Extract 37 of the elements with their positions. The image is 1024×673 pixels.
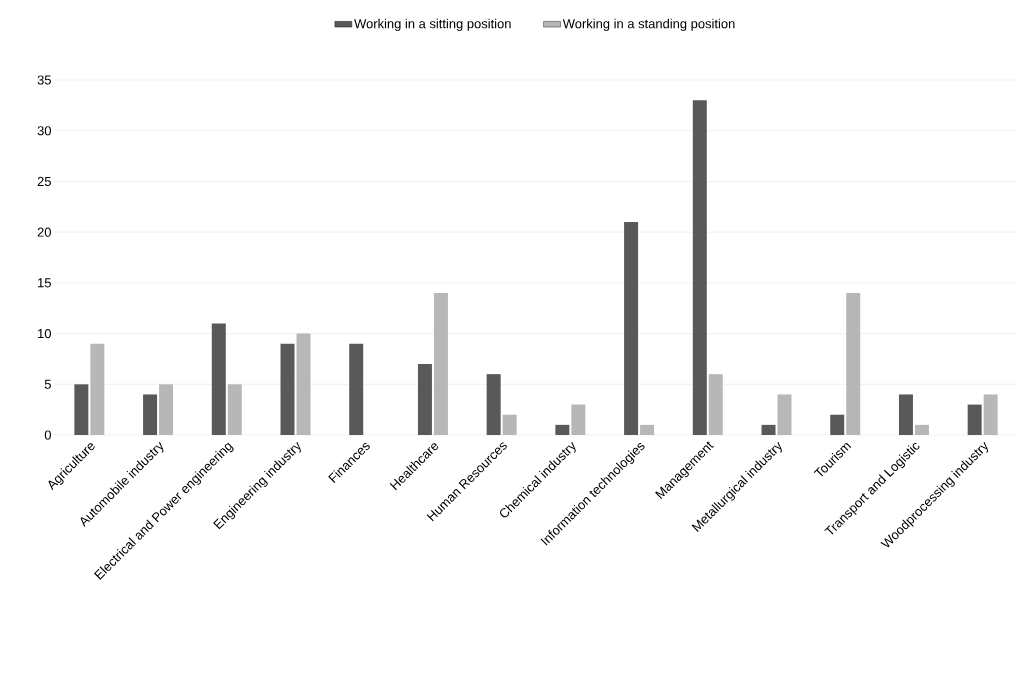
y-tick-label: 30 <box>37 126 51 136</box>
y-tick-label: 25 <box>37 176 51 187</box>
bar <box>692 100 707 435</box>
bar <box>846 293 861 435</box>
y-tick-label: 15 <box>38 278 51 288</box>
bar <box>708 374 723 435</box>
bar <box>417 364 432 435</box>
bar <box>486 374 501 435</box>
legend-label: Working in a standing position <box>562 18 735 31</box>
legend-label: Working in a sitting position <box>354 18 511 31</box>
bar <box>983 394 998 435</box>
bar <box>624 222 639 435</box>
bar <box>571 404 586 435</box>
bar <box>761 424 776 435</box>
y-tick-label: 20 <box>37 227 51 237</box>
y-tick-label: 35 <box>37 75 51 85</box>
bar <box>211 323 226 435</box>
bar <box>640 424 655 435</box>
bar <box>280 343 295 435</box>
bar <box>967 404 982 435</box>
bar <box>502 414 517 435</box>
bar <box>159 384 174 435</box>
bar <box>296 333 311 435</box>
bar <box>777 394 792 435</box>
bar <box>90 343 105 435</box>
bar <box>433 293 448 435</box>
bar <box>830 414 845 435</box>
bar <box>143 394 158 435</box>
y-tick-label: 10 <box>38 328 51 339</box>
y-tick-label: 0 <box>44 430 51 440</box>
bar <box>914 424 929 435</box>
bar <box>74 384 89 435</box>
bar <box>898 394 913 435</box>
bar <box>227 384 242 435</box>
bar <box>349 343 364 435</box>
y-tick-label: 5 <box>44 379 51 389</box>
bar <box>555 424 570 435</box>
